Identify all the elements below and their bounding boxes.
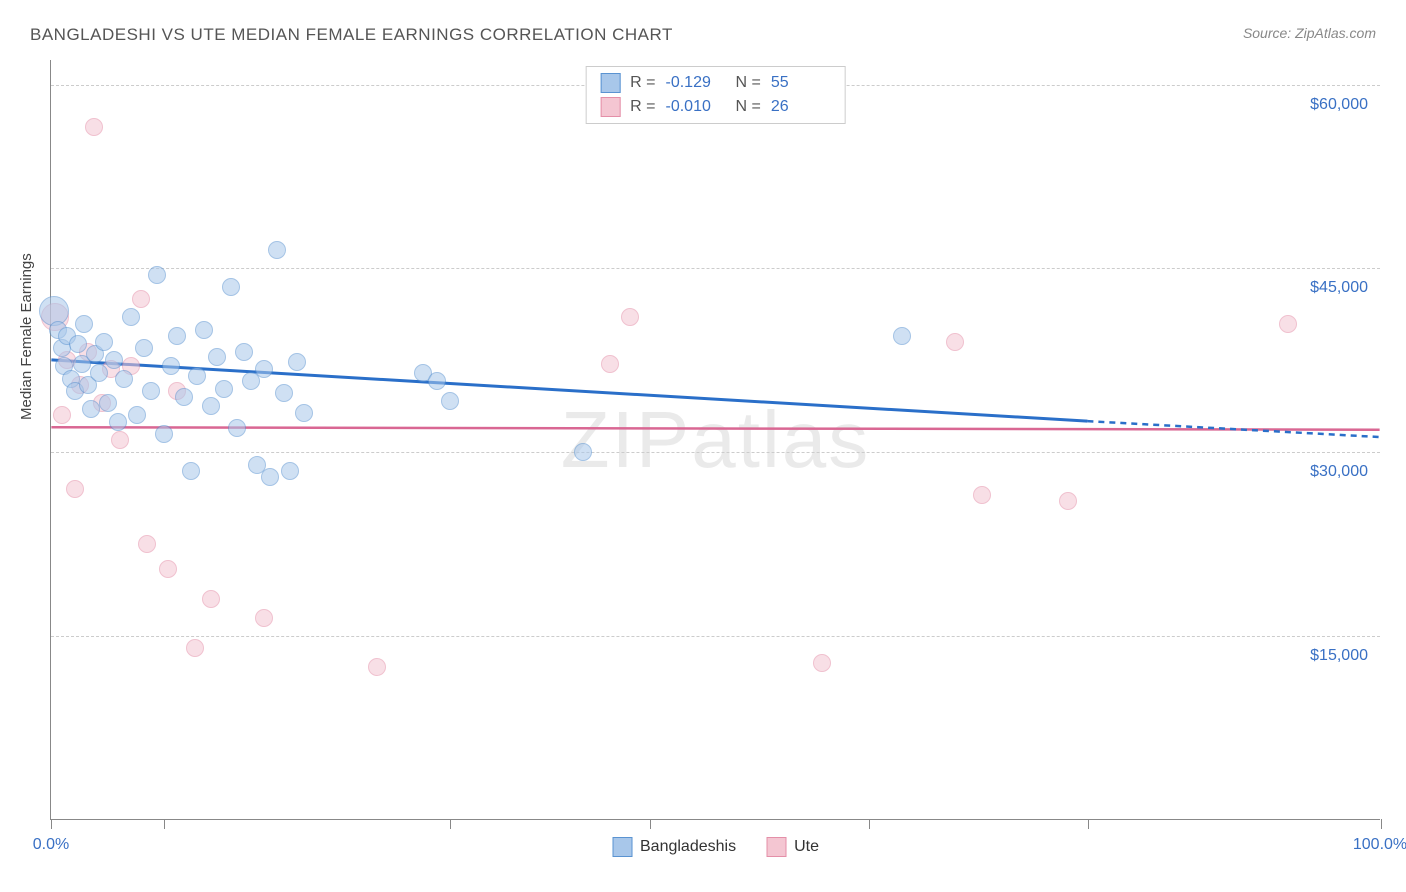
scatter-point-bangladeshi	[148, 266, 166, 284]
legend-label: Bangladeshis	[640, 838, 736, 856]
scatter-point-bangladeshi	[202, 397, 220, 415]
y-tick-label: $45,000	[1310, 279, 1368, 297]
legend-row: R = -0.129 N = 55	[600, 71, 831, 95]
x-tick	[869, 819, 870, 829]
scatter-point-bangladeshi	[105, 351, 123, 369]
scatter-point-ute	[813, 654, 831, 672]
scatter-point-bangladeshi	[99, 394, 117, 412]
scatter-point-bangladeshi	[109, 413, 127, 431]
scatter-point-bangladeshi	[135, 339, 153, 357]
scatter-point-ute	[368, 658, 386, 676]
x-tick	[650, 819, 651, 829]
scatter-point-bangladeshi	[75, 315, 93, 333]
scatter-point-bangladeshi	[188, 367, 206, 385]
x-tick	[450, 819, 451, 829]
scatter-point-bangladeshi	[122, 308, 140, 326]
scatter-point-bangladeshi	[168, 327, 186, 345]
y-tick-label: $30,000	[1310, 463, 1368, 481]
x-tick	[164, 819, 165, 829]
scatter-point-ute	[111, 431, 129, 449]
series-legend: Bangladeshis Ute	[612, 837, 819, 857]
scatter-point-ute	[1059, 492, 1077, 510]
scatter-point-bangladeshi	[295, 404, 313, 422]
scatter-point-bangladeshi	[90, 364, 108, 382]
scatter-point-ute	[946, 333, 964, 351]
scatter-point-bangladeshi	[208, 348, 226, 366]
scatter-point-ute	[132, 290, 150, 308]
scatter-point-bangladeshi	[235, 343, 253, 361]
legend-swatch-icon	[600, 73, 620, 93]
scatter-point-ute	[85, 118, 103, 136]
x-max-label: 100.0%	[1353, 836, 1406, 854]
y-tick-label: $60,000	[1310, 96, 1368, 114]
legend-swatch-icon	[612, 837, 632, 857]
y-axis-label: Median Female Earnings	[18, 253, 35, 420]
scatter-point-bangladeshi	[162, 357, 180, 375]
scatter-point-bangladeshi	[893, 327, 911, 345]
scatter-point-bangladeshi	[69, 335, 87, 353]
x-tick	[1088, 819, 1089, 829]
legend-label: Ute	[794, 838, 819, 856]
scatter-point-bangladeshi	[275, 384, 293, 402]
n-value: 26	[771, 98, 831, 116]
x-min-label: 0.0%	[33, 836, 69, 854]
scatter-point-ute	[1279, 315, 1297, 333]
scatter-point-bangladeshi	[195, 321, 213, 339]
scatter-point-bangladeshi	[115, 370, 133, 388]
scatter-point-bangladeshi	[288, 353, 306, 371]
chart-title: BANGLADESHI VS UTE MEDIAN FEMALE EARNING…	[30, 25, 673, 45]
correlation-legend: R = -0.129 N = 55 R = -0.010 N = 26	[585, 66, 846, 124]
x-tick	[51, 819, 52, 829]
legend-swatch-icon	[766, 837, 786, 857]
chart-plot-area: ZIPatlas $15,000 $30,000 $45,000 $60,000 R …	[50, 60, 1380, 820]
legend-swatch-icon	[600, 97, 620, 117]
scatter-point-bangladeshi	[428, 372, 446, 390]
n-label: N =	[736, 74, 761, 92]
gridline	[51, 268, 1380, 269]
scatter-point-bangladeshi	[175, 388, 193, 406]
r-value: -0.129	[666, 74, 726, 92]
scatter-point-ute	[138, 535, 156, 553]
y-tick-label: $15,000	[1310, 647, 1368, 665]
scatter-point-ute	[202, 590, 220, 608]
scatter-point-bangladeshi	[261, 468, 279, 486]
scatter-point-bangladeshi	[441, 392, 459, 410]
scatter-point-ute	[973, 486, 991, 504]
scatter-point-bangladeshi	[95, 333, 113, 351]
scatter-point-bangladeshi	[574, 443, 592, 461]
scatter-point-bangladeshi	[268, 241, 286, 259]
scatter-point-ute	[159, 560, 177, 578]
scatter-point-bangladeshi	[281, 462, 299, 480]
gridline	[51, 636, 1380, 637]
legend-item: Ute	[766, 837, 819, 857]
scatter-point-ute	[66, 480, 84, 498]
source-label: Source: ZipAtlas.com	[1243, 25, 1376, 41]
legend-item: Bangladeshis	[612, 837, 736, 857]
scatter-point-ute	[621, 308, 639, 326]
scatter-point-bangladeshi	[182, 462, 200, 480]
n-value: 55	[771, 74, 831, 92]
watermark-text: ZIPatlas	[561, 394, 870, 486]
x-tick	[1381, 819, 1382, 829]
scatter-point-bangladeshi	[142, 382, 160, 400]
scatter-point-ute	[255, 609, 273, 627]
scatter-point-ute	[601, 355, 619, 373]
scatter-point-bangladeshi	[82, 400, 100, 418]
gridline	[51, 452, 1380, 453]
r-label: R =	[630, 74, 655, 92]
scatter-point-bangladeshi	[128, 406, 146, 424]
r-label: R =	[630, 98, 655, 116]
scatter-point-ute	[53, 406, 71, 424]
trend-lines	[51, 60, 1380, 819]
scatter-point-bangladeshi	[222, 278, 240, 296]
scatter-point-bangladeshi	[228, 419, 246, 437]
n-label: N =	[736, 98, 761, 116]
scatter-point-bangladeshi	[255, 360, 273, 378]
scatter-point-ute	[186, 639, 204, 657]
legend-row: R = -0.010 N = 26	[600, 95, 831, 119]
scatter-point-bangladeshi	[155, 425, 173, 443]
r-value: -0.010	[666, 98, 726, 116]
scatter-point-bangladeshi	[215, 380, 233, 398]
